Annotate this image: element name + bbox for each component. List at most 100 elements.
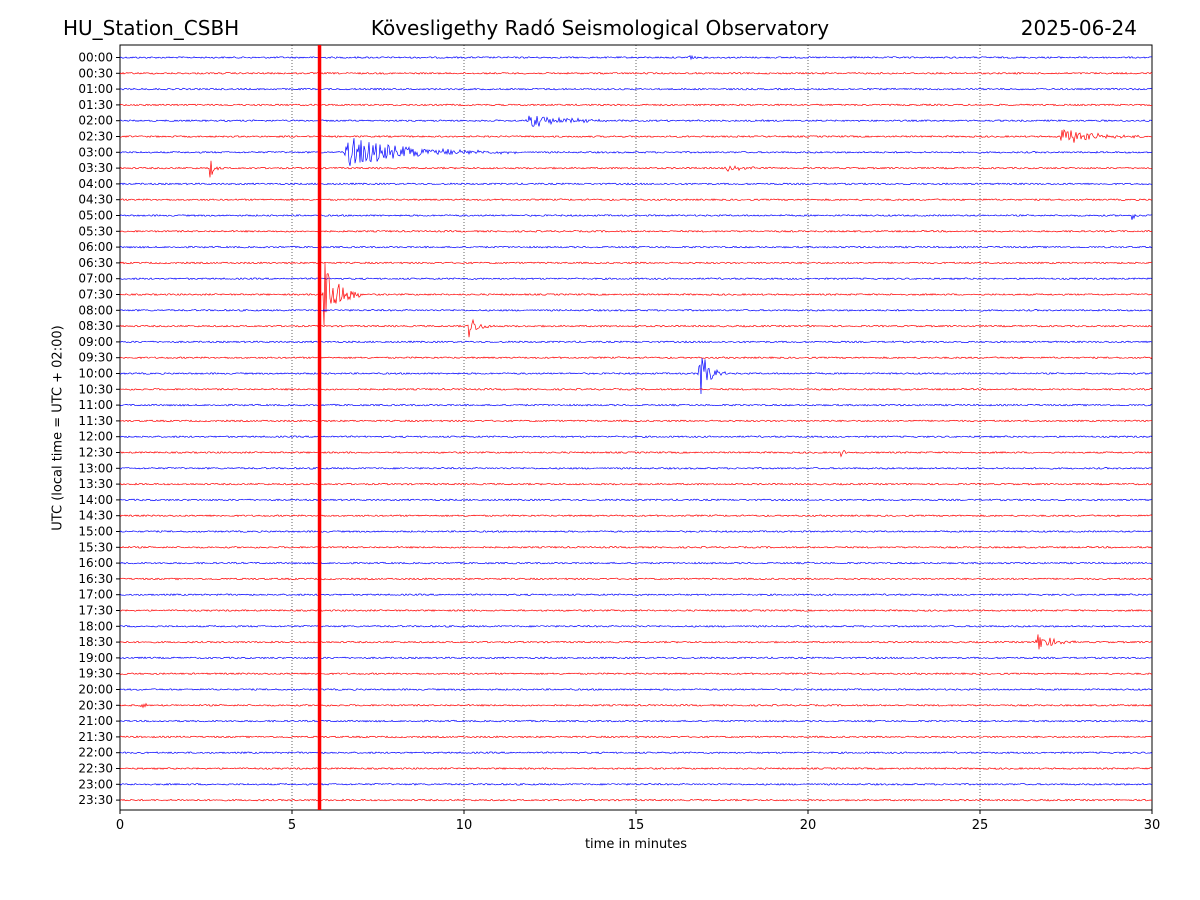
y-tick-label: 21:00 <box>78 714 113 728</box>
y-tick-label: 02:00 <box>78 114 113 128</box>
x-axis-label: time in minutes <box>584 837 688 852</box>
y-tick-label: 22:00 <box>78 746 113 760</box>
y-tick-label: 12:30 <box>78 446 113 460</box>
trace-0500 <box>119 213 1153 220</box>
y-tick-label: 15:30 <box>78 540 113 554</box>
trace-0000 <box>119 54 1153 61</box>
y-axis-label: UTC (local time = UTC + 02:00) <box>50 325 66 531</box>
trace-0130 <box>119 103 1153 107</box>
y-tick-label: 06:30 <box>78 256 113 270</box>
y-tick-label: 12:00 <box>78 430 113 444</box>
y-tick-label: 22:30 <box>78 762 113 776</box>
y-tick-label: 16:00 <box>78 556 113 570</box>
x-tick-label: 0 <box>116 818 124 833</box>
trace-0400 <box>119 182 1153 186</box>
trace-1300 <box>119 466 1153 470</box>
y-tick-label: 11:30 <box>78 414 113 428</box>
trace-1800 <box>119 624 1152 628</box>
y-tick-label: 15:00 <box>78 525 113 539</box>
y-tick-label: 00:00 <box>78 51 113 65</box>
trace-0530 <box>119 229 1153 233</box>
trace-2100 <box>119 719 1153 723</box>
y-tick-label: 19:30 <box>78 667 113 681</box>
x-tick-label: 20 <box>800 818 817 833</box>
x-tick-label: 30 <box>1144 818 1161 833</box>
trace-0930 <box>119 356 1153 360</box>
trace-1500 <box>119 530 1153 533</box>
y-tick-label: 09:00 <box>78 335 113 349</box>
trace-1100 <box>119 403 1153 407</box>
y-tick-label: 01:30 <box>78 98 113 112</box>
trace-0730 <box>119 262 1153 326</box>
y-tick-label: 14:00 <box>78 493 113 507</box>
trace-1630 <box>119 577 1153 581</box>
y-tick-label: 06:00 <box>78 240 113 254</box>
y-tick-label: 05:00 <box>78 209 113 223</box>
trace-1200 <box>119 435 1153 439</box>
y-tick-label: 07:30 <box>78 288 113 302</box>
trace-0600 <box>119 245 1153 249</box>
trace-1830 <box>119 634 1153 650</box>
trace-1900 <box>119 656 1153 660</box>
trace-0830 <box>119 318 1153 338</box>
y-tick-label: 17:00 <box>78 588 113 602</box>
y-tick-label: 11:00 <box>78 398 113 412</box>
y-tick-label: 20:30 <box>78 698 113 712</box>
y-tick-label: 04:00 <box>78 177 113 191</box>
y-tick-label: 05:30 <box>78 224 113 238</box>
y-tick-label: 20:00 <box>78 683 113 697</box>
y-tick-label: 10:30 <box>78 382 113 396</box>
y-tick-label: 13:00 <box>78 461 113 475</box>
trace-1400 <box>119 498 1152 502</box>
y-tick-label: 21:30 <box>78 730 113 744</box>
trace-2200 <box>119 751 1153 755</box>
trace-2130 <box>119 735 1153 739</box>
x-tick-label: 5 <box>288 818 296 833</box>
trace-2230 <box>119 767 1153 770</box>
y-tick-label: 16:30 <box>78 572 113 586</box>
trace-2030 <box>119 702 1153 709</box>
y-tick-label: 07:00 <box>78 272 113 286</box>
observatory-title: Kövesligethy Radó Seismological Observat… <box>370 16 830 40</box>
y-tick-label: 04:30 <box>78 193 113 207</box>
trace-2330 <box>119 798 1152 802</box>
trace-1600 <box>119 561 1153 565</box>
trace-0200 <box>120 115 1153 127</box>
y-tick-label: 18:00 <box>78 619 113 633</box>
trace-1130 <box>119 419 1153 423</box>
trace-0700 <box>119 277 1153 281</box>
y-tick-label: 13:30 <box>78 477 113 491</box>
trace-1000 <box>119 358 1153 395</box>
y-tick-label: 19:00 <box>78 651 113 665</box>
trace-0230 <box>120 129 1153 143</box>
x-tick-label: 25 <box>972 818 989 833</box>
record-date: 2025-06-24 <box>1020 16 1137 40</box>
x-tick-label: 10 <box>456 818 473 833</box>
trace-0330 <box>119 160 1153 178</box>
y-tick-label: 14:30 <box>78 509 113 523</box>
y-tick-label: 23:00 <box>78 777 113 791</box>
trace-1430 <box>119 514 1153 518</box>
y-tick-label: 17:30 <box>78 604 113 618</box>
trace-2300 <box>119 782 1153 786</box>
trace-1230 <box>119 449 1153 458</box>
y-tick-label: 10:00 <box>78 367 113 381</box>
y-tick-label: 08:00 <box>78 303 113 317</box>
y-tick-label: 02:30 <box>78 130 113 144</box>
trace-0030 <box>119 71 1153 75</box>
station-name: HU_Station_CSBH <box>63 16 240 40</box>
trace-0430 <box>119 198 1153 202</box>
y-tick-label: 09:30 <box>78 351 113 365</box>
trace-1930 <box>119 672 1153 676</box>
y-tick-label: 18:30 <box>78 635 113 649</box>
trace-0300 <box>120 138 1153 166</box>
trace-1730 <box>119 609 1153 612</box>
y-tick-label: 03:30 <box>78 161 113 175</box>
trace-2000 <box>119 688 1153 691</box>
trace-1030 <box>119 387 1153 391</box>
trace-1700 <box>119 593 1153 597</box>
y-tick-label: 03:00 <box>78 145 113 159</box>
trace-0900 <box>119 340 1152 344</box>
trace-0100 <box>119 87 1153 91</box>
